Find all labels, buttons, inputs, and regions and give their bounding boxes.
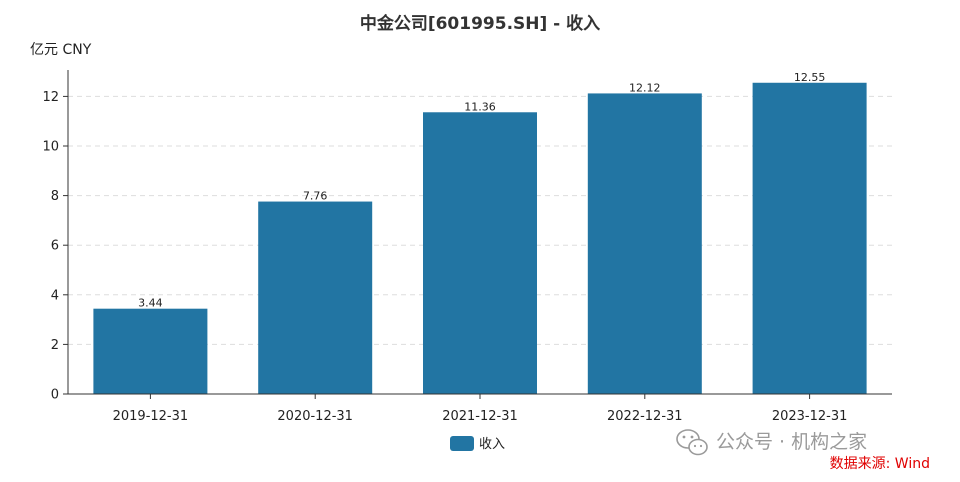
chart-title: 中金公司[601995.SH] - 收入	[360, 13, 600, 34]
x-tick-label: 2023-12-31	[772, 409, 848, 424]
y-tick-label: 0	[51, 388, 59, 403]
data-label-2020-12-31: 7.76	[303, 190, 328, 203]
y-tick-label: 12	[42, 90, 59, 105]
watermark: 公众号 · 机构之家	[676, 429, 867, 456]
bar-2022-12-31[interactable]	[587, 93, 702, 394]
y-tick-label: 4	[51, 288, 59, 303]
data-label-2021-12-31: 11.36	[464, 100, 496, 113]
wechat-icon	[676, 429, 708, 456]
legend-label: 收入	[479, 437, 505, 452]
y-tick-label: 6	[51, 239, 59, 254]
bars	[93, 82, 867, 394]
data-labels: 3.44 7.76 11.36 12.12 12.55	[138, 71, 825, 310]
x-tick-label: 2021-12-31	[442, 409, 518, 424]
y-axis-unit-label: 亿元 CNY	[30, 42, 92, 58]
bar-2020-12-31[interactable]	[258, 201, 373, 394]
data-label-2022-12-31: 12.12	[629, 81, 661, 94]
y-tick-label: 8	[51, 189, 59, 204]
bar-2019-12-31[interactable]	[93, 308, 208, 394]
source-text: 数据来源: Wind	[830, 456, 930, 472]
y-tick-label: 10	[42, 140, 59, 155]
x-tick-label: 2019-12-31	[113, 409, 189, 424]
x-tick-label: 2020-12-31	[277, 409, 353, 424]
y-axis-ticks: 0 2 4 6 8 10 12	[42, 90, 68, 403]
x-axis-ticks: 2019-12-31 2020-12-31 2021-12-31 2022-12-31…	[113, 394, 848, 424]
legend[interactable]: 收入	[450, 436, 505, 452]
legend-swatch	[450, 436, 474, 451]
bar-2023-12-31[interactable]	[752, 82, 867, 394]
x-tick-label: 2022-12-31	[607, 409, 683, 424]
y-tick-label: 2	[51, 338, 59, 353]
data-label-2019-12-31: 3.44	[138, 297, 163, 310]
watermark-text: 公众号 · 机构之家	[716, 431, 867, 453]
data-label-2023-12-31: 12.55	[794, 71, 826, 84]
bar-2021-12-31[interactable]	[423, 112, 537, 394]
